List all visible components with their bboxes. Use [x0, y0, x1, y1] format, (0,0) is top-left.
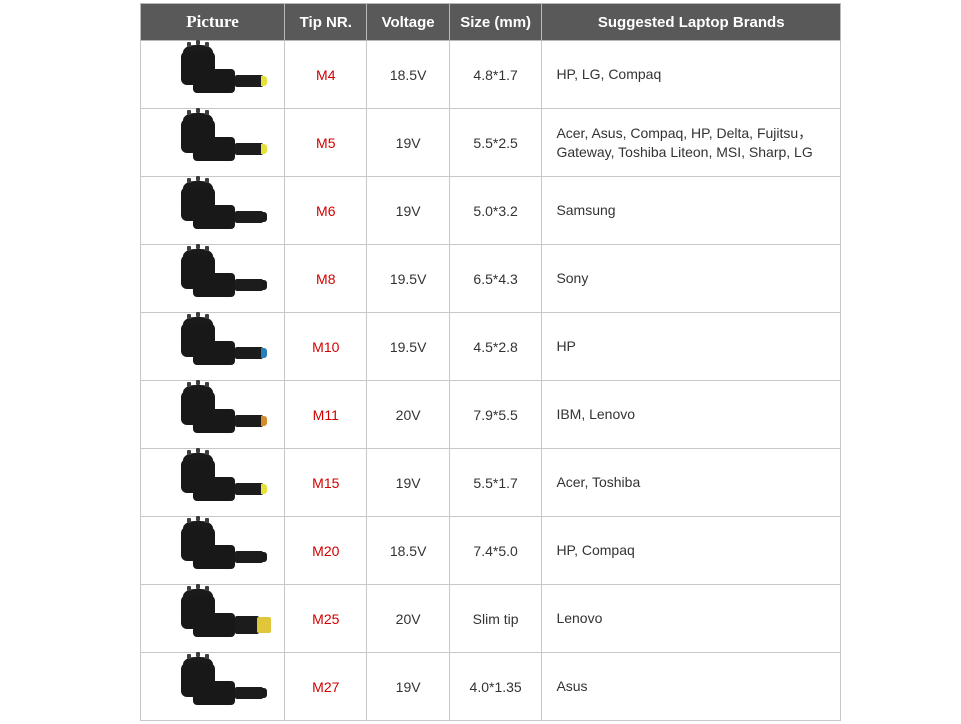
- cell-brands: Acer, Toshiba: [542, 449, 841, 517]
- cell-size: 5.5*1.7: [449, 449, 542, 517]
- cell-tip-number: M8: [285, 245, 367, 313]
- cell-picture: [141, 381, 285, 449]
- table-row: M1019.5V4.5*2.8HP: [141, 313, 841, 381]
- connector-icon: [153, 523, 273, 579]
- cell-picture: [141, 517, 285, 585]
- cell-tip-number: M5: [285, 109, 367, 177]
- cell-brands: Samsung: [542, 177, 841, 245]
- cell-picture: [141, 109, 285, 177]
- cell-voltage: 18.5V: [367, 41, 449, 109]
- cell-voltage: 20V: [367, 381, 449, 449]
- table-row: M2520VSlim tipLenovo: [141, 585, 841, 653]
- connector-icon: [153, 251, 273, 307]
- connector-icon: [153, 183, 273, 239]
- table-row: M519V5.5*2.5Acer, Asus, Compaq, HP, Delt…: [141, 109, 841, 177]
- cell-voltage: 19V: [367, 177, 449, 245]
- table-container: Picture Tip NR. Voltage Size (mm) Sugges…: [0, 0, 961, 724]
- connector-table: Picture Tip NR. Voltage Size (mm) Sugges…: [140, 3, 841, 721]
- cell-tip-number: M10: [285, 313, 367, 381]
- cell-brands: Asus: [542, 653, 841, 721]
- cell-size: Slim tip: [449, 585, 542, 653]
- table-row: M1120V7.9*5.5IBM, Lenovo: [141, 381, 841, 449]
- cell-tip-number: M25: [285, 585, 367, 653]
- cell-picture: [141, 653, 285, 721]
- cell-brands: Acer, Asus, Compaq, HP, Delta, Fujitsu，G…: [542, 109, 841, 177]
- cell-picture: [141, 41, 285, 109]
- table-row: M819.5V6.5*4.3Sony: [141, 245, 841, 313]
- table-row: M418.5V4.8*1.7HP, LG, Compaq: [141, 41, 841, 109]
- cell-tip-number: M4: [285, 41, 367, 109]
- connector-icon: [153, 319, 273, 375]
- table-row: M1519V5.5*1.7 Acer, Toshiba: [141, 449, 841, 517]
- cell-brands: IBM, Lenovo: [542, 381, 841, 449]
- cell-size: 5.5*2.5: [449, 109, 542, 177]
- connector-icon: [153, 115, 273, 171]
- cell-voltage: 19V: [367, 449, 449, 517]
- connector-icon: [153, 659, 273, 715]
- table-row: M2719V4.0*1.35Asus: [141, 653, 841, 721]
- cell-voltage: 19V: [367, 109, 449, 177]
- col-header-size: Size (mm): [449, 4, 542, 41]
- cell-tip-number: M15: [285, 449, 367, 517]
- cell-size: 6.5*4.3: [449, 245, 542, 313]
- cell-tip-number: M11: [285, 381, 367, 449]
- cell-voltage: 20V: [367, 585, 449, 653]
- cell-brands: HP, LG, Compaq: [542, 41, 841, 109]
- cell-picture: [141, 449, 285, 517]
- cell-picture: [141, 585, 285, 653]
- table-row: M619V5.0*3.2Samsung: [141, 177, 841, 245]
- cell-size: 5.0*3.2: [449, 177, 542, 245]
- col-header-picture: Picture: [141, 4, 285, 41]
- cell-size: 7.9*5.5: [449, 381, 542, 449]
- connector-icon: [153, 455, 273, 511]
- cell-brands: HP: [542, 313, 841, 381]
- cell-size: 4.8*1.7: [449, 41, 542, 109]
- cell-size: 4.5*2.8: [449, 313, 542, 381]
- cell-brands: Lenovo: [542, 585, 841, 653]
- connector-icon: [153, 47, 273, 103]
- col-header-brands: Suggested Laptop Brands: [542, 4, 841, 41]
- col-header-voltage: Voltage: [367, 4, 449, 41]
- cell-voltage: 19.5V: [367, 245, 449, 313]
- cell-tip-number: M20: [285, 517, 367, 585]
- cell-brands: Sony: [542, 245, 841, 313]
- cell-picture: [141, 245, 285, 313]
- cell-picture: [141, 313, 285, 381]
- cell-size: 7.4*5.0: [449, 517, 542, 585]
- col-header-tip: Tip NR.: [285, 4, 367, 41]
- cell-tip-number: M6: [285, 177, 367, 245]
- cell-size: 4.0*1.35: [449, 653, 542, 721]
- table-row: M2018.5V7.4*5.0HP, Compaq: [141, 517, 841, 585]
- cell-brands: HP, Compaq: [542, 517, 841, 585]
- connector-icon: [153, 591, 273, 647]
- cell-voltage: 18.5V: [367, 517, 449, 585]
- table-header-row: Picture Tip NR. Voltage Size (mm) Sugges…: [141, 4, 841, 41]
- cell-tip-number: M27: [285, 653, 367, 721]
- cell-picture: [141, 177, 285, 245]
- cell-voltage: 19V: [367, 653, 449, 721]
- cell-voltage: 19.5V: [367, 313, 449, 381]
- connector-icon: [153, 387, 273, 443]
